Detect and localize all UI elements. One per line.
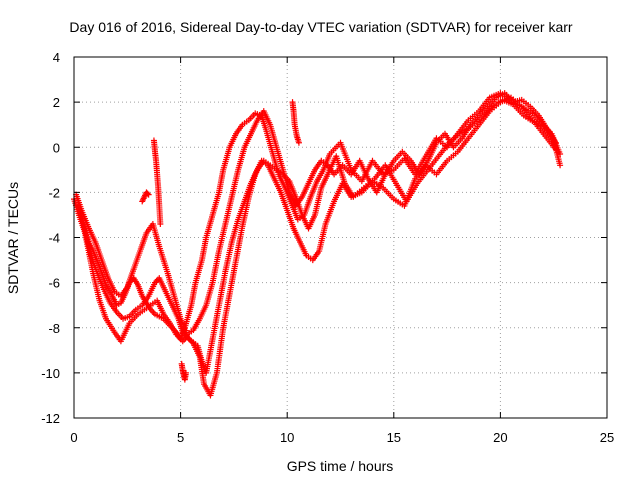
y-tick-label: 0 — [53, 140, 60, 155]
chart-title: Day 016 of 2016, Sidereal Day-to-day VTE… — [69, 19, 572, 35]
point-fragments — [144, 190, 151, 197]
point-track-c — [557, 162, 564, 169]
x-tick-label: 20 — [493, 430, 507, 445]
x-tick-label: 15 — [387, 430, 401, 445]
point-fragments — [295, 139, 302, 146]
y-axis-label: SDTVAR / TECUs — [5, 182, 21, 294]
x-tick-label: 25 — [600, 430, 614, 445]
y-tick-label: 2 — [53, 95, 60, 110]
point-fragments — [157, 220, 164, 227]
x-tick-label: 0 — [70, 430, 77, 445]
y-tick-label: -4 — [48, 231, 60, 246]
x-tick-label: 5 — [177, 430, 184, 445]
grid-lines — [74, 57, 607, 418]
point-fragments — [182, 369, 189, 376]
point-track-d — [552, 139, 559, 146]
x-tick-label: 10 — [280, 430, 294, 445]
y-tick-label: -10 — [41, 366, 60, 381]
data-markers — [71, 90, 564, 399]
y-tick-label: 4 — [53, 50, 60, 65]
y-tick-label: -6 — [48, 276, 60, 291]
point-fragments — [145, 191, 152, 198]
y-tick-label: -12 — [41, 411, 60, 426]
axis-ticks: 0 5 10 15 20 25 -12 -10 -8 -6 -4 -2 0 2 4 — [41, 50, 614, 445]
y-tick-label: -8 — [48, 321, 60, 336]
point-track-a — [557, 151, 564, 158]
x-axis-label: GPS time / hours — [287, 458, 394, 474]
y-tick-label: -2 — [48, 185, 60, 200]
